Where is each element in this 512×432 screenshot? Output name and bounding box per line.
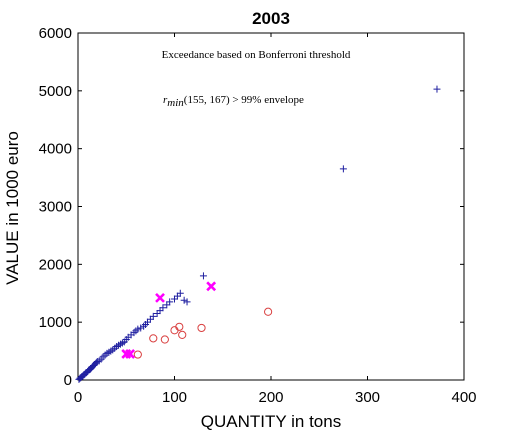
- y-axis-label: VALUE in 1000 euro: [3, 131, 22, 285]
- x-tick-label: 100: [162, 389, 187, 406]
- circle-data-point: [149, 334, 158, 343]
- plus-data-point: [137, 324, 145, 332]
- plus-data-point: [92, 359, 100, 367]
- x-axis-label: QUANTITY in tons: [201, 412, 341, 431]
- y-tick-label: 5000: [39, 83, 72, 100]
- annotation-line-1: Exceedance based on Bonferroni threshold: [162, 49, 351, 61]
- plus-data-point: [433, 85, 441, 93]
- chart-title: 2003: [252, 9, 290, 28]
- plus-data-point: [159, 304, 167, 312]
- plus-data-point: [166, 298, 174, 306]
- plus-data-point: [180, 296, 188, 304]
- plus-data-point: [173, 292, 181, 300]
- annotation-r: r: [163, 94, 168, 106]
- plus-data-point: [176, 289, 184, 297]
- y-tick-label: 3000: [39, 199, 72, 216]
- y-axis-label-group: VALUE in 1000 euro: [3, 131, 22, 285]
- circle-data-point: [197, 323, 206, 333]
- y-tick-label: 2000: [39, 256, 72, 273]
- circle-data-point: [133, 350, 142, 359]
- y-tick-label: 6000: [39, 25, 72, 42]
- plus-data-point: [183, 298, 191, 306]
- plus-data-point: [149, 312, 157, 320]
- plus-data-point: [339, 165, 347, 173]
- x-data-point: [155, 292, 165, 303]
- x-tick-label: 0: [74, 389, 82, 406]
- plus-data-point: [134, 325, 142, 333]
- y-tick-label: 1000: [39, 314, 72, 331]
- plus-data-point: [143, 318, 151, 326]
- x-tick-label: 200: [258, 389, 283, 406]
- plus-data-point: [146, 315, 154, 323]
- circle-data-point: [264, 307, 273, 316]
- annotation-subscript: min: [167, 97, 184, 109]
- plus-data-point: [153, 309, 161, 317]
- annotation-suffix: (155, 167) > 99% envelope: [184, 94, 304, 106]
- x-tick-label: 400: [451, 389, 476, 406]
- y-tick-label: 4000: [39, 141, 72, 158]
- plus-data-point: [199, 272, 207, 280]
- plus-data-point: [171, 295, 178, 303]
- plus-data-point: [156, 307, 164, 315]
- annotation-line-2: rmin(155, 167) > 99% envelope: [163, 94, 304, 109]
- circle-data-point: [175, 322, 184, 331]
- circle-data-point: [160, 335, 169, 344]
- x-data-point: [206, 281, 217, 292]
- plus-data-point: [163, 301, 171, 309]
- x-tick-label: 300: [355, 389, 380, 406]
- circle-data-point: [170, 326, 179, 335]
- circle-data-point: [178, 330, 187, 339]
- data-points: [75, 85, 441, 383]
- x-data-point: [125, 349, 136, 359]
- y-tick-label: 0: [64, 372, 72, 389]
